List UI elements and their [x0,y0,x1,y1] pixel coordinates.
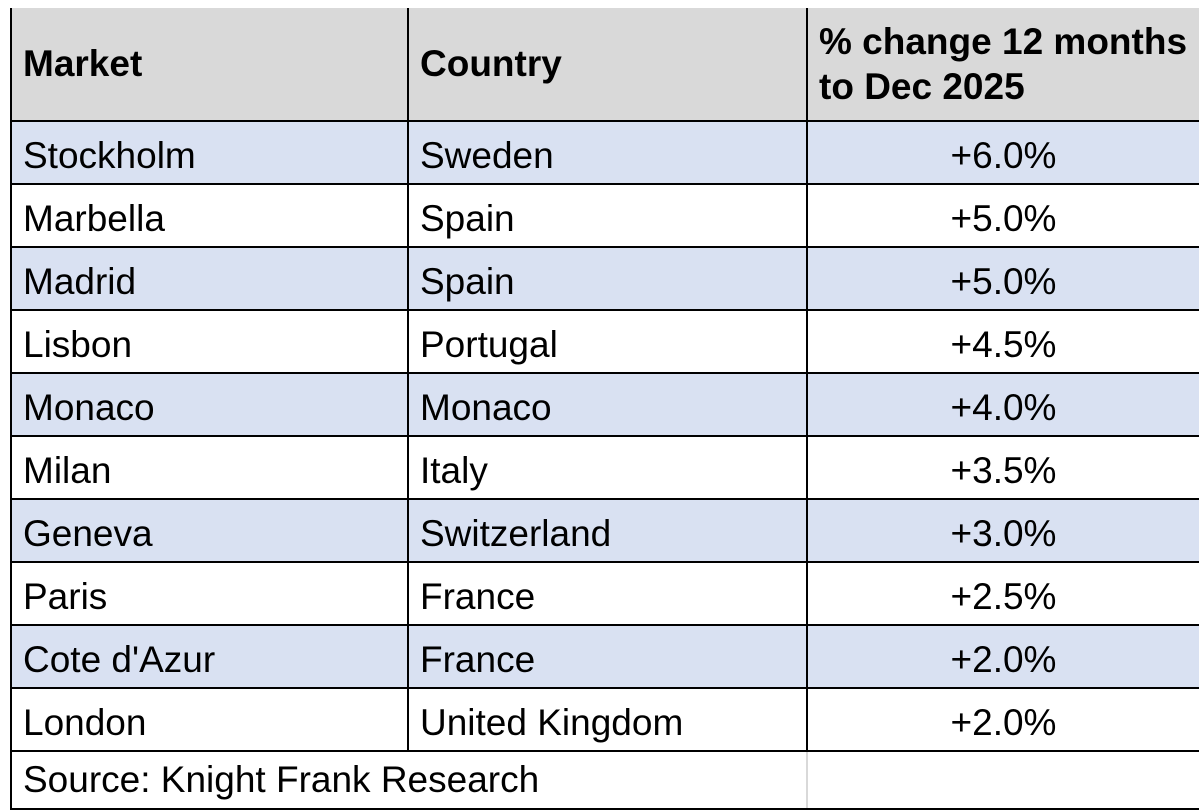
change-cell: +2.5% [807,562,1199,626]
table-row: Lisbon Portugal +4.5% [10,310,1199,374]
table-row: Milan Italy +3.5% [10,436,1199,500]
market-cell: Monaco [10,373,409,437]
market-cell: Geneva [10,499,409,563]
forecast-table: Market Country % change 12 months to Dec… [10,8,1199,810]
table-row: Cote d'Azur France +2.0% [10,625,1199,689]
table-row: Paris France +2.5% [10,562,1199,626]
market-cell: London [10,688,409,752]
column-header-market: Market [10,8,409,122]
change-cell: +4.0% [807,373,1199,437]
market-cell: Paris [10,562,409,626]
market-cell: Marbella [10,184,409,248]
country-cell: Portugal [408,310,808,374]
table-row: Stockholm Sweden +6.0% [10,121,1199,185]
header-row: Market Country % change 12 months to Dec… [10,8,1199,122]
country-cell: Italy [408,436,808,500]
table-row: Monaco Monaco +4.0% [10,373,1199,437]
market-cell: Stockholm [10,121,409,185]
table-header: Market Country % change 12 months to Dec… [10,8,1199,122]
source-note: Source: Knight Frank Research [10,751,808,810]
country-cell: Sweden [408,121,808,185]
change-cell: +4.5% [807,310,1199,374]
country-cell: Switzerland [408,499,808,563]
table-row: London United Kingdom +2.0% [10,688,1199,752]
table-row: Geneva Switzerland +3.0% [10,499,1199,563]
country-cell: France [408,562,808,626]
country-cell: France [408,625,808,689]
market-cell: Cote d'Azur [10,625,409,689]
market-cell: Lisbon [10,310,409,374]
change-cell: +6.0% [807,121,1199,185]
country-cell: Spain [408,184,808,248]
change-cell: +2.0% [807,688,1199,752]
table-row: Marbella Spain +5.0% [10,184,1199,248]
market-cell: Madrid [10,247,409,311]
table-row: Madrid Spain +5.0% [10,247,1199,311]
table-footer: Source: Knight Frank Research [10,751,1199,810]
change-cell: +3.5% [807,436,1199,500]
table-body: Stockholm Sweden +6.0% Marbella Spain +5… [10,121,1199,752]
country-cell: United Kingdom [408,688,808,752]
column-header-change: % change 12 months to Dec 2025 [807,8,1199,122]
change-cell: +5.0% [807,247,1199,311]
change-cell: +3.0% [807,499,1199,563]
market-cell: Milan [10,436,409,500]
column-header-country: Country [408,8,808,122]
country-cell: Monaco [408,373,808,437]
change-cell: +5.0% [807,184,1199,248]
spreadsheet-table-region: Market Country % change 12 months to Dec… [10,8,1199,810]
source-empty-cell [807,751,1199,810]
change-cell: +2.0% [807,625,1199,689]
source-row: Source: Knight Frank Research [10,751,1199,810]
country-cell: Spain [408,247,808,311]
